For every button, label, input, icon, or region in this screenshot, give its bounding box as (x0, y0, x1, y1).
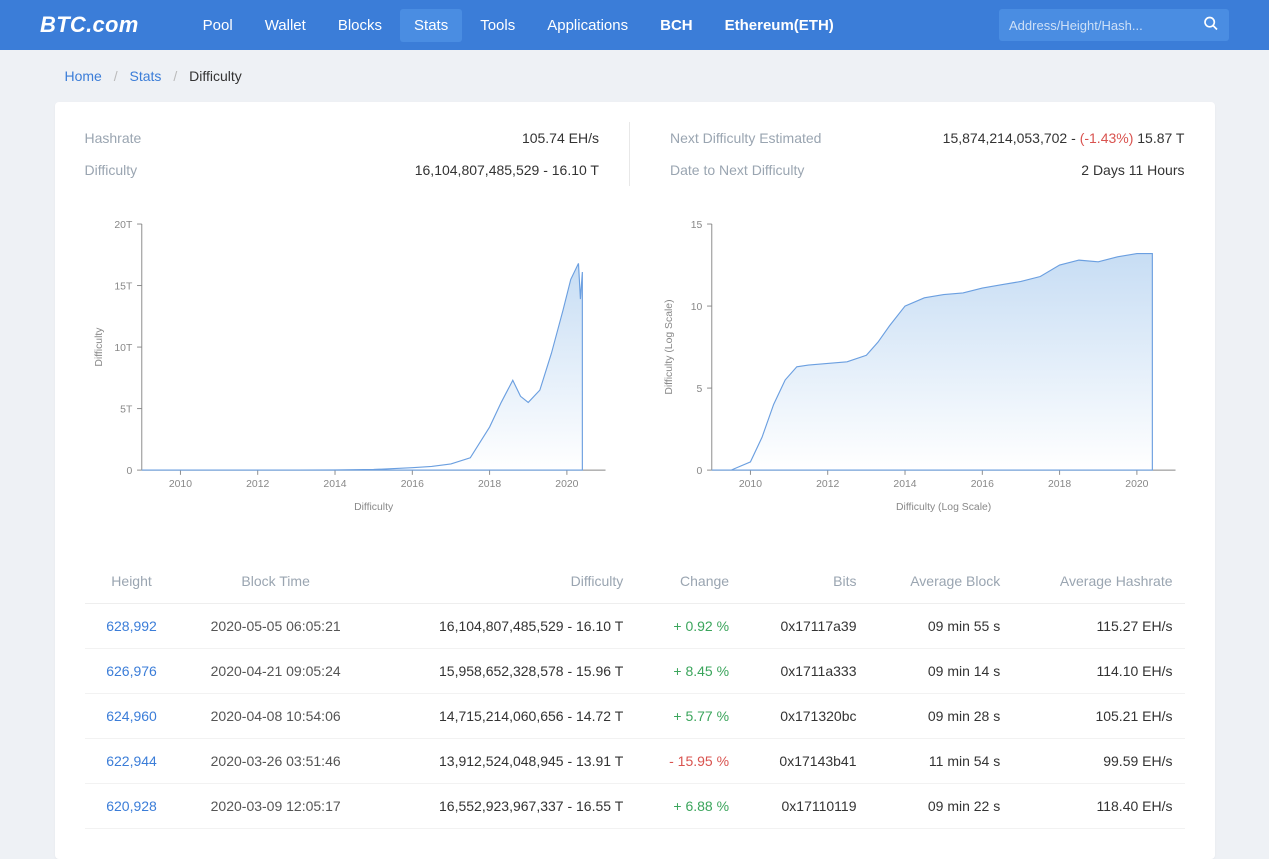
table-row: 622,9442020-03-26 03:51:4613,912,524,048… (85, 739, 1185, 784)
chart-svg-right: 0 5 10 15 2010 2012 2014 2016 2018 2020 Difficulty… (655, 206, 1185, 526)
col-average-hashrate: Average Hashrate (1012, 559, 1184, 604)
col-average-block: Average Block (869, 559, 1013, 604)
next-diff-value: 15,874,214,053,702 - (-1.43%) 15.87 T (943, 130, 1185, 146)
date-next-label: Date to Next Difficulty (670, 162, 804, 178)
search-icon[interactable] (1203, 16, 1219, 35)
svg-text:2014: 2014 (323, 479, 346, 490)
svg-text:2010: 2010 (738, 479, 761, 490)
change-value: - 15.95 % (669, 753, 729, 769)
table-row: 626,9762020-04-21 09:05:2415,958,652,328… (85, 649, 1185, 694)
next-raw: 15,874,214,053,702 (943, 130, 1068, 146)
svg-text:2012: 2012 (816, 479, 839, 490)
nav-link-blocks[interactable]: Blocks (324, 9, 396, 42)
logo[interactable]: BTC.com (40, 12, 139, 38)
table-row: 620,9282020-03-09 12:05:1716,552,923,967… (85, 784, 1185, 829)
nav-link-ethereum-eth-[interactable]: Ethereum(ETH) (711, 9, 848, 42)
difficulty-label: Difficulty (85, 162, 138, 178)
difficulty-chart: 0 5T 10T 15T 20T 2010 2012 2014 2016 2018 2020 Diff… (85, 206, 615, 529)
change-value: + 8.45 % (673, 663, 729, 679)
svg-text:Difficulty: Difficulty (94, 327, 105, 367)
height-link[interactable]: 620,928 (106, 798, 157, 814)
svg-text:20T: 20T (114, 220, 133, 231)
table-row: 628,9922020-05-05 06:05:2116,104,807,485… (85, 604, 1185, 649)
col-change: Change (635, 559, 741, 604)
svg-text:15: 15 (690, 220, 702, 231)
difficulty-short: 16.10 T (552, 162, 599, 178)
col-bits: Bits (741, 559, 868, 604)
height-link[interactable]: 628,992 (106, 618, 157, 634)
next-diff-label: Next Difficulty Estimated (670, 130, 821, 146)
chart-svg-left: 0 5T 10T 15T 20T 2010 2012 2014 2016 2018 2020 Diff… (85, 206, 615, 526)
svg-text:0: 0 (696, 466, 702, 477)
difficulty-raw: 16,104,807,485,529 (415, 162, 540, 178)
change-value: + 5.77 % (673, 708, 729, 724)
col-block-time: Block Time (179, 559, 373, 604)
table-row: 624,9602020-04-08 10:54:0614,715,214,060… (85, 694, 1185, 739)
next-short: 15.87 T (1137, 130, 1184, 146)
main-panel: Hashrate 105.74 EH/s Difficulty 16,104,8… (55, 102, 1215, 859)
svg-text:2010: 2010 (168, 479, 191, 490)
breadcrumb-sep: / (114, 68, 118, 84)
svg-text:2016: 2016 (970, 479, 993, 490)
change-value: + 0.92 % (673, 618, 729, 634)
svg-text:2016: 2016 (400, 479, 423, 490)
breadcrumb-stats[interactable]: Stats (130, 68, 162, 84)
svg-text:Difficulty (Log Scale): Difficulty (Log Scale) (896, 502, 991, 513)
svg-text:10T: 10T (114, 343, 133, 354)
svg-text:5: 5 (696, 384, 702, 395)
difficulty-table: HeightBlock TimeDifficultyChangeBitsAver… (85, 559, 1185, 829)
stat-grid: Hashrate 105.74 EH/s Difficulty 16,104,8… (85, 122, 1185, 186)
breadcrumb-sep: / (173, 68, 177, 84)
next-change: (-1.43%) (1080, 130, 1134, 146)
date-next-value: 2 Days 11 Hours (1081, 162, 1184, 178)
svg-text:2018: 2018 (478, 479, 501, 490)
svg-text:2020: 2020 (1125, 479, 1148, 490)
height-link[interactable]: 626,976 (106, 663, 157, 679)
hashrate-label: Hashrate (85, 130, 142, 146)
nav-link-applications[interactable]: Applications (533, 9, 642, 42)
nav-link-pool[interactable]: Pool (189, 9, 247, 42)
height-link[interactable]: 622,944 (106, 753, 157, 769)
svg-text:Difficulty (Log Scale): Difficulty (Log Scale) (664, 299, 675, 394)
navbar: BTC.com PoolWalletBlocksStatsToolsApplic… (0, 0, 1269, 50)
hashrate-value: 105.74 EH/s (522, 130, 599, 146)
svg-text:0: 0 (126, 466, 132, 477)
difficulty-value: 16,104,807,485,529 - 16.10 T (415, 162, 599, 178)
col-height: Height (85, 559, 179, 604)
search-input[interactable] (999, 9, 1229, 41)
nav-link-wallet[interactable]: Wallet (251, 9, 320, 42)
breadcrumb-current: Difficulty (189, 68, 242, 84)
svg-text:15T: 15T (114, 281, 133, 292)
svg-text:2012: 2012 (246, 479, 269, 490)
svg-text:2018: 2018 (1048, 479, 1071, 490)
nav-links: PoolWalletBlocksStatsToolsApplicationsBC… (189, 9, 848, 42)
nav-link-stats[interactable]: Stats (400, 9, 462, 42)
change-value: + 6.88 % (673, 798, 729, 814)
nav-link-bch[interactable]: BCH (646, 9, 707, 42)
charts-row: 0 5T 10T 15T 20T 2010 2012 2014 2016 2018 2020 Diff… (85, 206, 1185, 529)
svg-text:10: 10 (690, 302, 702, 313)
svg-text:2020: 2020 (555, 479, 578, 490)
search-wrap (999, 9, 1229, 41)
col-difficulty: Difficulty (373, 559, 636, 604)
svg-text:2014: 2014 (893, 479, 916, 490)
difficulty-log-chart: 0 5 10 15 2010 2012 2014 2016 2018 2020 Difficulty… (655, 206, 1185, 529)
height-link[interactable]: 624,960 (106, 708, 157, 724)
nav-link-tools[interactable]: Tools (466, 9, 529, 42)
svg-text:Difficulty: Difficulty (354, 502, 394, 513)
svg-text:5T: 5T (120, 404, 133, 415)
breadcrumb: Home / Stats / Difficulty (55, 50, 1215, 102)
breadcrumb-home[interactable]: Home (65, 68, 102, 84)
